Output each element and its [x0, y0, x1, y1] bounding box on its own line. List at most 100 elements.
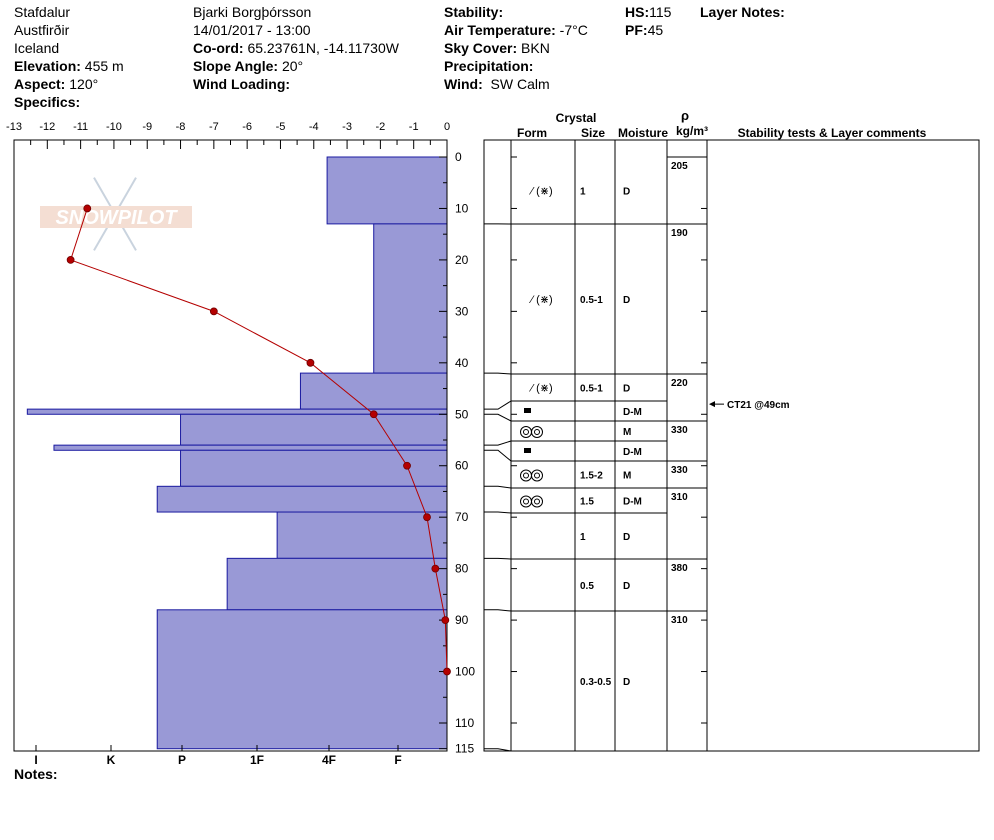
form-icon-decomposing: ⁄ (⋇): [528, 294, 552, 306]
hardness-bar: [373, 223, 448, 374]
form-icon-surface-hoar: [524, 448, 531, 453]
header-density-unit: kg/m³: [676, 124, 708, 138]
hardness-label: I: [34, 753, 37, 767]
layer-connector: [484, 485, 512, 489]
layer-moisture: D-M: [623, 447, 642, 458]
temperature-point: [369, 410, 378, 419]
pf-value: 45: [647, 22, 664, 38]
layer-moisture: D: [623, 384, 630, 395]
temperature-point: [423, 513, 431, 522]
layer-connector: [484, 557, 512, 560]
hardness-bar: [156, 485, 448, 513]
header-left: Stafdalur Austfirðir Iceland Elevation: …: [14, 3, 124, 111]
depth-tick-label: 50: [455, 407, 469, 421]
form-icon-rounded: [520, 495, 532, 508]
notes-label: Notes:: [14, 766, 58, 782]
hardness-label: 4F: [322, 753, 336, 767]
temp-tick-label: -3: [342, 121, 352, 133]
temperature-point: [66, 256, 75, 264]
temperature-point: [441, 616, 450, 624]
temp-tick-label: -6: [242, 121, 252, 133]
depth-tick-label: 20: [455, 253, 469, 267]
pf-row: PF:45: [625, 21, 671, 39]
temp-tick-label: -5: [276, 121, 286, 133]
form-icon-rounded: [531, 495, 543, 508]
header-size: Size: [581, 126, 605, 140]
table-frame: [483, 139, 980, 752]
wind-loading-row: Wind Loading:: [193, 75, 399, 93]
temp-tick-label: -10: [106, 121, 122, 133]
notes-row: Notes:: [14, 765, 58, 783]
form-icon-rounded-inner: [523, 472, 529, 479]
layer-connector: [484, 413, 512, 422]
layer-connector: [484, 609, 512, 612]
datetime: 14/01/2017 - 13:00: [193, 22, 311, 38]
snowflake-arm: [114, 177, 137, 215]
header-comments: Stability tests & Layer comments: [738, 126, 927, 140]
sky-row: Sky Cover: BKN: [444, 39, 588, 57]
slope-value: 20°: [281, 58, 304, 74]
layer-connector: [484, 748, 512, 752]
layer-density: 380: [671, 563, 688, 574]
layer-connector: [484, 372, 512, 375]
layer-moisture: D-M: [623, 407, 642, 418]
layer-size: 1.5-2: [580, 471, 603, 482]
layer-moisture: M: [623, 427, 631, 438]
depth-tick-label: 40: [455, 356, 469, 370]
hardness-label: P: [178, 753, 186, 767]
depth-tick-label: 80: [455, 562, 469, 576]
pf-label: PF:: [625, 22, 648, 38]
layer-notes-header: Layer Notes:: [700, 3, 785, 21]
wind-loading-label: Wind Loading:: [193, 76, 291, 92]
form-icon-decomposing: ⁄ (⋇): [528, 186, 552, 198]
location-line-2: Austfirðir: [14, 22, 70, 38]
hardness-bar: [26, 408, 448, 415]
aspect-label: Aspect:: [14, 76, 66, 92]
layer-moisture: D: [623, 532, 630, 543]
slope-label: Slope Angle:: [193, 58, 279, 74]
air-temp-row: Air Temperature: -7°C: [444, 21, 588, 39]
header-moisture: Moisture: [618, 126, 668, 140]
temp-tick-label: -9: [142, 121, 152, 133]
layer-notes-label: Layer Notes:: [700, 4, 785, 20]
stability-arrow-head: [709, 401, 715, 408]
depth-tick-label: 10: [455, 201, 469, 215]
air-temp-value: -7°C: [559, 22, 588, 38]
temp-tick-label: -1: [409, 121, 419, 133]
specifics-label: Specifics:: [14, 94, 81, 110]
temp-tick-label: 0: [444, 121, 450, 133]
depth-tick-label: 115: [455, 742, 474, 756]
stability-label: Stability:: [444, 4, 504, 20]
hardness-label: K: [107, 753, 116, 767]
form-icon-rounded-inner: [534, 429, 540, 435]
elevation-value: 455 m: [84, 58, 124, 74]
layer-size: 0.5-1: [580, 384, 603, 395]
stability-test-label: CT21 @49cm: [727, 400, 790, 411]
header-rho: ρ: [681, 108, 689, 123]
watermark-banner: [40, 206, 192, 228]
layer-size: 0.5-1: [580, 295, 603, 306]
depth-tick-label: 90: [455, 613, 469, 627]
layer-density: 205: [671, 161, 688, 172]
header-middle: Bjarki Borgþórsson 14/01/2017 - 13:00 Co…: [193, 3, 399, 93]
specifics-row: Specifics:: [14, 93, 124, 111]
depth-tick-label: 60: [455, 459, 469, 473]
layer-size: 1.5: [580, 497, 594, 508]
temperature-point: [306, 358, 315, 367]
layer-moisture: D: [623, 295, 630, 306]
coord-row: Co-ord: 65.23761N, -14.11730W: [193, 39, 399, 57]
form-icon-surface-hoar: [524, 408, 531, 413]
header-form: Form: [517, 126, 547, 140]
depth-tick-label: 100: [455, 665, 475, 679]
hardness-bar: [180, 413, 448, 446]
form-icon-rounded-inner: [534, 472, 540, 479]
depth-tick-label: 30: [455, 304, 469, 318]
sky-label: Sky Cover:: [444, 40, 518, 56]
aspect-value: 120°: [69, 76, 99, 92]
hardness-bar: [156, 609, 448, 750]
hardness-bar: [226, 557, 448, 611]
plot-area: SNOWPILOT-13 -12 -11 -10 -9 -8 -7 -6 -5 -4 -3 -2 -1 0…: [6, 121, 475, 767]
layer-connector: [484, 449, 512, 462]
coord-label: Co-ord:: [193, 40, 244, 56]
form-icon-rounded: [531, 426, 543, 438]
